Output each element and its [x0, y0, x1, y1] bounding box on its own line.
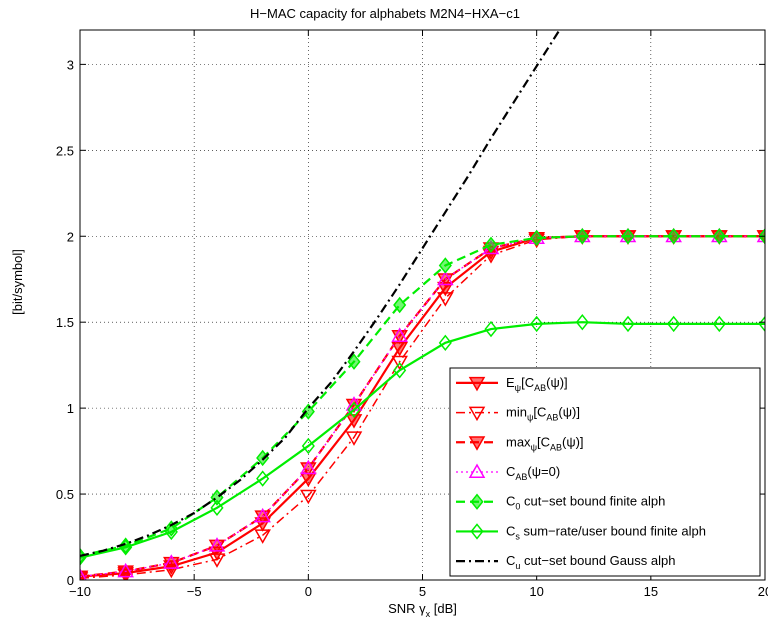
- legend: Eψ[CAB(ψ)] minψ[CAB(ψ)] maxψ[CAB(ψ)] CAB(ψ=…: [449, 367, 761, 577]
- data-point-c_ab0: [300, 459, 317, 475]
- legend-label-c_ab0: CAB(ψ=0): [506, 464, 560, 482]
- y-tick-label: 1: [67, 401, 74, 416]
- x-tick-label: 10: [529, 584, 543, 599]
- y-axis-label: [bit/symbol]: [10, 249, 25, 315]
- data-point-c0: [712, 228, 726, 245]
- legend-item-e_psi: Eψ[CAB(ψ)]: [456, 375, 568, 393]
- series-line-cs: [80, 321, 765, 559]
- legend-label-min_psi: minψ[CAB(ψ)]: [506, 405, 580, 423]
- legend-item-max_psi: maxψ[CAB(ψ)]: [456, 434, 584, 452]
- series-line-cu: [80, 30, 561, 558]
- data-point-c0: [347, 353, 361, 370]
- data-point-min_psi: [391, 355, 408, 371]
- data-point-e_psi: [345, 414, 363, 429]
- data-point-c_ab0: [391, 327, 408, 342]
- x-tick-label: 5: [419, 584, 426, 599]
- legend-marker-max_psi: [468, 436, 486, 451]
- y-tick-label: 1.5: [56, 315, 74, 330]
- data-point-c0: [438, 257, 452, 274]
- data-point-cs: [256, 470, 270, 487]
- data-point-cs: [621, 315, 635, 333]
- data-point-cs: [393, 362, 407, 379]
- legend-marker-c_ab0: [468, 463, 486, 478]
- data-point-c0: [667, 228, 681, 245]
- y-tick-label: 2.5: [56, 143, 74, 158]
- x-axis-label: SNR γx [dB]: [388, 601, 457, 619]
- data-point-min_psi: [80, 572, 89, 580]
- data-point-c0: [575, 228, 589, 245]
- legend-label-cs: Cs sum−rate/user bound finite alph: [506, 523, 706, 541]
- data-point-cs: [438, 334, 452, 352]
- x-tick-label: 15: [644, 584, 658, 599]
- x-tick-label: 0: [305, 584, 312, 599]
- data-point-c0: [530, 229, 544, 247]
- data-point-c_ab0: [117, 562, 134, 578]
- legend-marker-e_psi: [468, 376, 486, 392]
- legend-label-c0: C0 cut−set bound finite alph: [506, 494, 665, 512]
- data-point-c0: [119, 537, 133, 554]
- legend-item-min_psi: minψ[CAB(ψ)]: [456, 405, 580, 423]
- data-point-c_ab0: [163, 554, 180, 569]
- legend-item-c_ab0: CAB(ψ=0): [456, 463, 560, 482]
- data-point-cs: [758, 315, 765, 333]
- data-point-cs: [712, 315, 726, 333]
- data-point-c_ab0: [208, 537, 226, 552]
- data-point-cs: [575, 313, 589, 331]
- data-point-c_ab0: [437, 270, 454, 286]
- legend-item-cs: Cs sum−rate/user bound finite alph: [456, 523, 706, 541]
- x-tick-label: 20: [758, 584, 768, 599]
- x-tick-label: −5: [187, 584, 202, 599]
- data-point-cs: [484, 320, 498, 338]
- data-point-c_ab0: [254, 507, 271, 523]
- y-tick-label: 0: [67, 573, 74, 588]
- series-cu: [80, 30, 561, 558]
- legend-label-cu: Cu cut−set bound Gauss alph: [506, 553, 675, 571]
- data-point-cs: [667, 315, 681, 333]
- legend-marker-c0: [470, 493, 484, 510]
- x-tick-label: −10: [69, 584, 91, 599]
- series-line-c0: [80, 235, 765, 558]
- legend-box: [449, 367, 761, 577]
- data-point-c_ab0: [80, 568, 87, 580]
- data-point-c0: [621, 228, 635, 245]
- chart-title: H−MAC capacity for alphabets M2N4−HXA−c1: [250, 6, 520, 21]
- axes: −10 −5 0 5 10 15 20 0 0.5 1 1.5 2 2.5 3 SNR γx [dB]: [56, 29, 768, 619]
- data-point-min_psi: [345, 431, 363, 446]
- data-point-cs: [347, 401, 361, 419]
- legend-item-cu: Cu cut−set bound Gauss alph: [456, 553, 675, 571]
- data-point-c0: [301, 403, 315, 420]
- legend-label-e_psi: Eψ[CAB(ψ)]: [506, 375, 568, 393]
- y-tick-label: 2: [67, 229, 74, 244]
- legend-item-c0: C0 cut−set bound finite alph: [456, 493, 665, 512]
- data-point-cs: [301, 437, 315, 455]
- data-point-min_psi: [300, 489, 317, 505]
- series-layer: [80, 30, 765, 580]
- legend-marker-min_psi: [468, 406, 486, 422]
- data-point-min_psi: [437, 292, 454, 307]
- data-point-c0: [393, 296, 407, 314]
- data-point-min_psi: [254, 529, 271, 544]
- data-point-cs: [210, 499, 224, 517]
- legend-marker-cs: [470, 523, 484, 540]
- y-tick-label: 3: [67, 57, 74, 72]
- y-tick-label: 0.5: [56, 487, 74, 502]
- data-point-cs: [164, 523, 178, 541]
- legend-label-max_psi: maxψ[CAB(ψ)]: [506, 434, 584, 452]
- data-point-c0: [484, 236, 498, 254]
- data-point-cs: [530, 315, 544, 333]
